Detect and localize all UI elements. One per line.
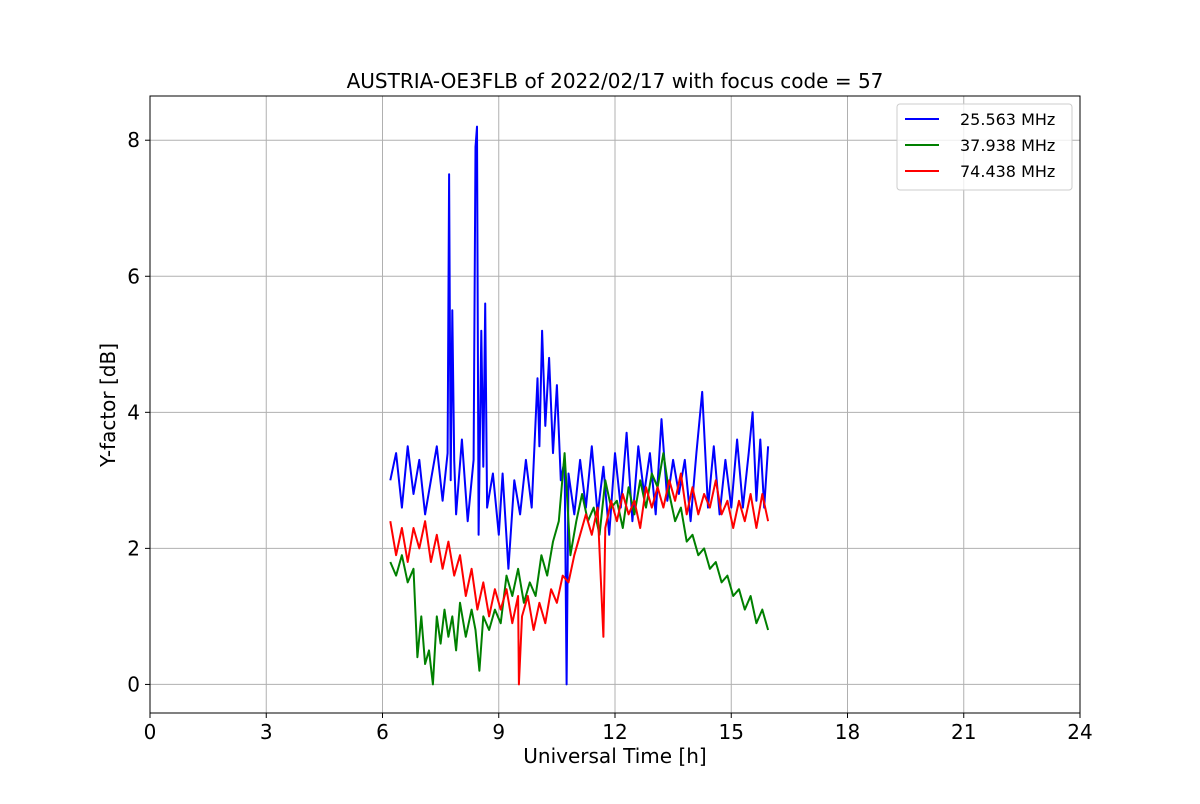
y-tick-label: 6 bbox=[127, 264, 140, 288]
x-tick-label: 6 bbox=[376, 720, 389, 744]
legend: 25.563 MHz 37.938 MHz 74.438 MHz bbox=[896, 103, 1073, 191]
y-tick-label: 0 bbox=[127, 672, 140, 696]
legend-box bbox=[896, 103, 1073, 191]
y-tick-label: 4 bbox=[127, 400, 140, 424]
x-tick-label: 21 bbox=[951, 720, 976, 744]
x-axis-label: Universal Time [h] bbox=[523, 744, 706, 768]
series-line-0 bbox=[389, 125, 770, 686]
y-axis-label: Y-factor [dB] bbox=[96, 343, 120, 468]
x-tick-label: 12 bbox=[602, 720, 627, 744]
x-tick-label: 18 bbox=[835, 720, 860, 744]
chart-title: AUSTRIA-OE3FLB of 2022/02/17 with focus … bbox=[347, 69, 884, 93]
x-tick-label: 0 bbox=[144, 720, 157, 744]
y-tick-label: 2 bbox=[127, 536, 140, 560]
x-tick-label: 9 bbox=[492, 720, 505, 744]
data-series bbox=[389, 125, 770, 686]
y-tick-label: 8 bbox=[127, 128, 140, 152]
legend-label: 37.938 MHz bbox=[960, 136, 1055, 155]
series-line-2 bbox=[389, 472, 770, 686]
x-tick-label: 24 bbox=[1067, 720, 1092, 744]
legend-label: 74.438 MHz bbox=[960, 162, 1055, 181]
legend-label: 25.563 MHz bbox=[960, 110, 1055, 129]
series-line-1 bbox=[389, 452, 770, 686]
x-tick-label: 15 bbox=[719, 720, 744, 744]
x-tick-label: 3 bbox=[260, 720, 273, 744]
